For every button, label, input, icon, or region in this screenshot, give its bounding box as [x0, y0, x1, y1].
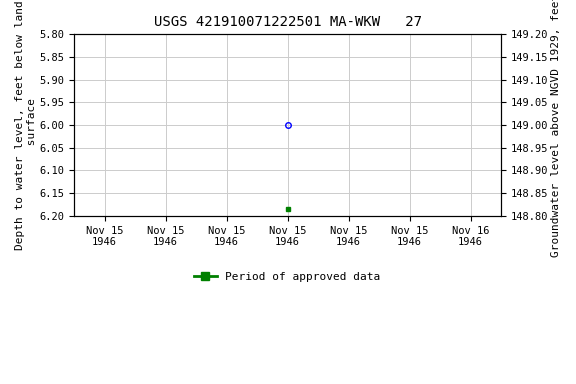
Y-axis label: Groundwater level above NGVD 1929, feet: Groundwater level above NGVD 1929, feet [551, 0, 561, 257]
Legend: Period of approved data: Period of approved data [190, 268, 385, 286]
Y-axis label: Depth to water level, feet below land
 surface: Depth to water level, feet below land su… [15, 0, 37, 250]
Title: USGS 421910071222501 MA-WKW   27: USGS 421910071222501 MA-WKW 27 [154, 15, 422, 29]
